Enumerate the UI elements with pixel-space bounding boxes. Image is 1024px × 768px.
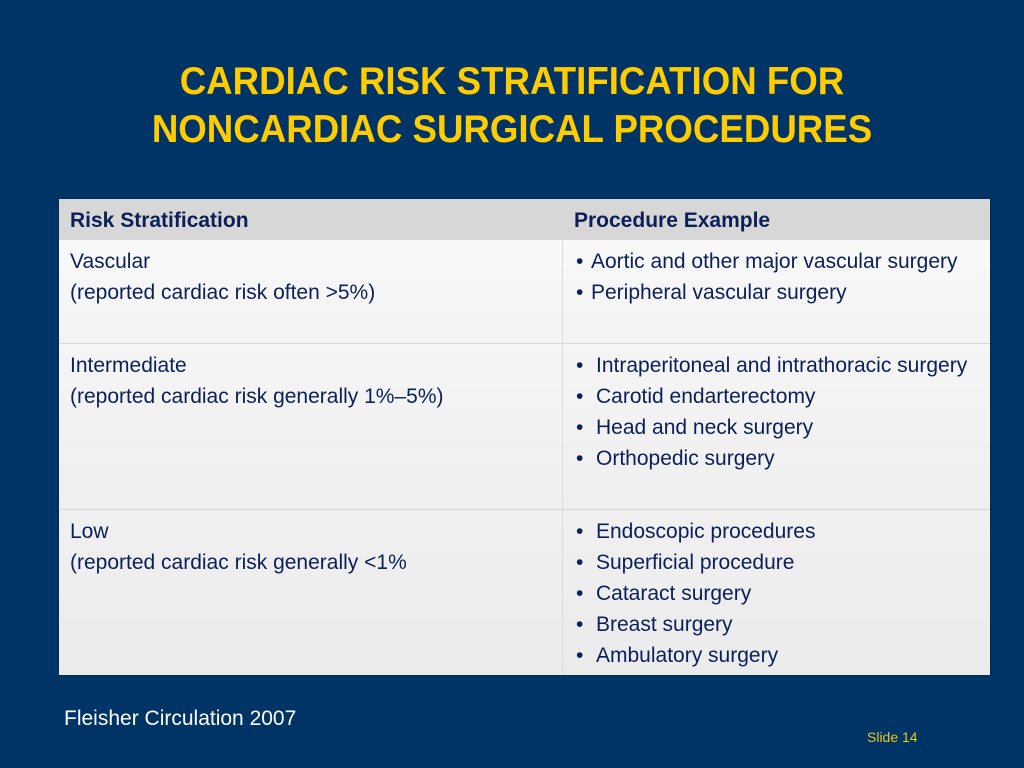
table-row: Intermediate (reported cardiac risk gene… bbox=[59, 344, 990, 510]
list-item: • Superficial procedure bbox=[574, 547, 979, 578]
list-item: • Intraperitoneal and intrathoracic surge… bbox=[574, 350, 979, 381]
bullet-icon: • bbox=[576, 551, 584, 574]
risk-cell: Intermediate (reported cardiac risk gene… bbox=[59, 344, 563, 509]
title-line-1: CARDIAC RISK STRATIFICATION FOR bbox=[179, 60, 845, 103]
risk-cell: Low (reported cardiac risk generally <1% bbox=[59, 510, 563, 675]
risk-level: Low bbox=[70, 520, 109, 543]
procedure-list: • Intraperitoneal and intrathoracic surge… bbox=[574, 350, 979, 474]
risk-level: Intermediate bbox=[70, 354, 187, 377]
source-citation: Fleisher Circulation 2007 bbox=[64, 707, 297, 730]
list-item: • Head and neck surgery bbox=[574, 412, 979, 443]
table-row: Low (reported cardiac risk generally <1%… bbox=[59, 510, 990, 675]
list-item: • Peripheral vascular surgery bbox=[574, 277, 979, 308]
bullet-icon: • bbox=[576, 644, 584, 667]
bullet-icon: • bbox=[576, 416, 584, 439]
procedure-cell: • Aortic and other major vascular surgery… bbox=[563, 240, 990, 343]
list-item: • Orthopedic surgery bbox=[574, 443, 979, 474]
risk-note: (reported cardiac risk generally 1%–5%) bbox=[70, 385, 444, 408]
list-item: • Endoscopic procedures bbox=[574, 516, 979, 547]
bullet-icon: • bbox=[576, 354, 584, 377]
bullet-icon: • bbox=[576, 447, 584, 470]
risk-level: Vascular bbox=[70, 250, 151, 273]
risk-note: (reported cardiac risk generally <1% bbox=[70, 551, 407, 574]
bullet-icon: • bbox=[576, 520, 584, 543]
bullet-icon: • bbox=[576, 613, 584, 636]
risk-table: Risk Stratification Procedure Example Va… bbox=[59, 199, 990, 675]
table-row: Vascular (reported cardiac risk often >5… bbox=[59, 240, 990, 344]
table-header-row: Risk Stratification Procedure Example bbox=[59, 199, 990, 240]
list-item: • Carotid endarterectomy bbox=[574, 381, 979, 412]
bullet-icon: • bbox=[576, 385, 584, 408]
bullet-icon: • bbox=[576, 281, 584, 304]
list-item: • Ambulatory surgery bbox=[574, 640, 979, 671]
title-line-2: NONCARDIAC SURGICAL PROCEDURES bbox=[151, 108, 873, 151]
header-risk-stratification: Risk Stratification bbox=[70, 209, 249, 232]
procedure-cell: • Endoscopic procedures • Superficial proc… bbox=[563, 510, 990, 675]
header-procedure-example: Procedure Example bbox=[574, 209, 771, 232]
slide-number: Slide 14 bbox=[867, 729, 918, 745]
bullet-icon: • bbox=[576, 250, 584, 273]
list-item: • Breast surgery bbox=[574, 609, 979, 640]
procedure-cell: • Intraperitoneal and intrathoracic surge… bbox=[563, 344, 990, 509]
slide-title: CARDIAC RISK STRATIFICATION FOR NONCARDI… bbox=[31, 58, 994, 154]
procedure-list: • Aortic and other major vascular surgery… bbox=[574, 246, 979, 308]
list-item: • Aortic and other major vascular surgery bbox=[574, 246, 979, 277]
list-item: • Cataract surgery bbox=[574, 578, 979, 609]
risk-note: (reported cardiac risk often >5%) bbox=[70, 281, 376, 304]
procedure-list: • Endoscopic procedures • Superficial proc… bbox=[574, 516, 979, 671]
bullet-icon: • bbox=[576, 582, 584, 605]
risk-cell: Vascular (reported cardiac risk often >5… bbox=[59, 240, 563, 343]
